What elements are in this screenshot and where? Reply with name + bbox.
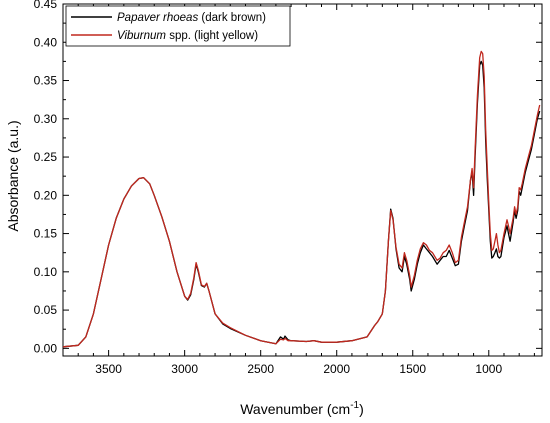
series-line-viburnum	[62, 50, 541, 348]
y-axis-ticks: 0.00 0.05 0.10 0.15 0.20 0.25 0.30 0.35 0.40 0.45	[34, 0, 542, 355]
legend-label-viburnum-note: spp. (light yellow)	[166, 30, 258, 42]
legend-label-viburnum-genus: Viburnum	[117, 30, 166, 42]
y-tick-label: 0.40	[34, 35, 58, 49]
x-tick-label: 3000	[171, 362, 198, 376]
y-tick-label: 0.45	[34, 0, 58, 11]
x-axis-title: Wavenumber (cm-1)	[240, 400, 364, 417]
legend-label-papaver-note: (dark brown)	[198, 12, 266, 24]
x-tick-label: 3500	[95, 362, 122, 376]
y-tick-label: 0.05	[34, 303, 58, 317]
y-tick-label: 0.30	[34, 112, 58, 126]
y-tick-label: 0.00	[34, 341, 58, 355]
legend-label-viburnum: Viburnum spp. (light yellow)	[117, 30, 258, 42]
x-tick-label: 2000	[323, 362, 350, 376]
legend-box	[65, 5, 291, 47]
y-tick-label: 0.25	[34, 150, 58, 164]
plot-border	[62, 3, 543, 357]
y-axis-title: Absorbance (a.u.)	[5, 120, 21, 231]
y-tick-label: 0.20	[34, 188, 58, 202]
series-layer	[62, 50, 541, 348]
legend-label-papaver-species: Papaver rhoeas	[117, 12, 198, 24]
x-axis-ticks: 3500 3000 2500 2000 1500 1000	[62, 4, 535, 376]
plot-frame	[62, 3, 543, 357]
x-tick-label: 1000	[475, 362, 502, 376]
x-axis-title-sup: -1	[350, 400, 359, 411]
x-tick-label: 1500	[399, 362, 426, 376]
x-tick-label: 2500	[247, 362, 274, 376]
x-axis-title-main: Wavenumber (cm	[240, 401, 350, 417]
y-tick-label: 0.10	[34, 265, 58, 279]
legend-label-papaver: Papaver rhoeas (dark brown)	[117, 12, 266, 24]
x-axis-title-end: )	[359, 401, 364, 417]
y-tick-label: 0.15	[34, 227, 58, 241]
legend: Papaver rhoeas (dark brown) Viburnum spp…	[65, 5, 291, 47]
y-tick-label: 0.35	[34, 74, 58, 88]
